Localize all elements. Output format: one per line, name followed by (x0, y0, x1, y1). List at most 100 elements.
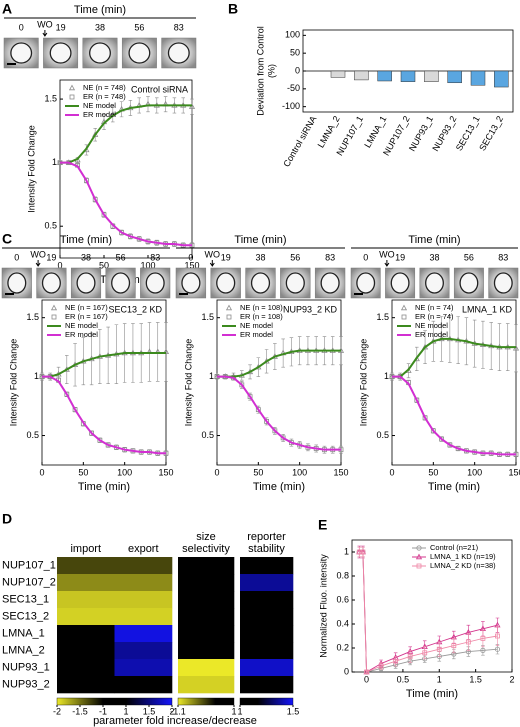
y-tick-label: 1 (52, 157, 57, 167)
nucleus-outline (216, 272, 236, 294)
colorbar (239, 697, 294, 706)
x-tick-label: 100 (292, 467, 307, 477)
legend-label: NE (n = 108) (240, 303, 283, 312)
y-tick-label: 0.5 (201, 430, 214, 440)
heatmap-cell (178, 557, 235, 575)
data-point (480, 636, 486, 641)
washout-arrow (209, 260, 215, 267)
y-axis-label: Normalized Fluo. intensity (318, 554, 328, 658)
x-axis-label: Time (min) (406, 688, 458, 700)
heatmap-cell (240, 676, 294, 694)
legend-label: ER (n = 167) (65, 312, 108, 321)
heatmap-cell (114, 608, 173, 626)
colorbar-tick-label: -1 (99, 706, 107, 716)
heatmap-cell (240, 591, 294, 609)
legend-label: LMNA_2 KD (n=38) (430, 561, 496, 570)
strip-time-label: 0 (14, 252, 19, 262)
plot-frame (41, 299, 167, 466)
heatmap-cell (178, 659, 235, 677)
series-line (42, 375, 166, 455)
nucleus-outline (250, 272, 271, 294)
x-tick-label: 100 (117, 467, 132, 477)
data-point (436, 646, 442, 652)
legend-label: NE model (83, 101, 116, 110)
x-axis-label: Time (min) (78, 481, 130, 493)
error-bar (119, 101, 124, 118)
heatmap-cell (114, 642, 173, 660)
column-header: import (70, 543, 101, 555)
error-bar (361, 546, 365, 558)
y-tick-label: 0.6 (336, 594, 349, 604)
x-tick-label: 100 (140, 260, 155, 270)
strip-time-label: 83 (174, 22, 184, 32)
data-point (495, 633, 500, 639)
y-axis-label: (%) (266, 64, 276, 78)
y-tick-label: -50 (287, 83, 300, 93)
data-point (272, 428, 278, 434)
strip-time-label: 19 (395, 252, 405, 262)
data-point (494, 646, 501, 652)
nucleus-outline (7, 272, 27, 294)
colorbar (177, 697, 235, 706)
strip-title: Time (min) (234, 234, 286, 246)
colorbar-tick-label: 1.5 (143, 706, 156, 716)
colorbar-tick-label: 1 (123, 706, 128, 716)
heatmap-cell (240, 608, 294, 626)
legend-label: NE (n = 74) (415, 303, 454, 312)
row-label: SEC13_2 (2, 610, 49, 622)
heatmap-cell (57, 574, 115, 592)
annotation: NUP93_2 KD (283, 304, 338, 314)
bar (447, 70, 462, 84)
y-tick-label: 1.5 (376, 312, 389, 322)
error-bar (164, 322, 168, 382)
nucleus-outline (390, 272, 410, 294)
data-point (89, 430, 94, 436)
strip-time-label: 19 (46, 252, 56, 262)
legend-symbol (415, 553, 423, 560)
legend-label: ER (n = 748) (83, 92, 126, 101)
legend-symbol (226, 314, 232, 320)
colorbar-tick-label: 1.5 (287, 706, 300, 716)
legend-label: LMNA_1 KD (n=19) (430, 552, 496, 561)
nucleus-outline (167, 42, 190, 64)
error-bar (379, 662, 383, 670)
washout-label: WO (379, 249, 395, 259)
annotation: LMNA_1 KD (462, 304, 513, 314)
nucleus-outline (41, 272, 61, 294)
bar (470, 70, 486, 86)
x-tick-label: 0 (57, 260, 62, 270)
x-tick-label: SEC13_2 (477, 114, 505, 152)
strip-time-label: 38 (95, 22, 105, 32)
colorbar-tick-label: -2 (53, 706, 61, 716)
heatmap-cell (57, 676, 115, 694)
panel-letter: A (2, 1, 12, 17)
row-label: SEC13_1 (2, 593, 49, 605)
y-axis-label: Deviation from Control (255, 26, 265, 116)
data-point (407, 654, 413, 659)
x-tick-label: LMNA_1 (362, 114, 388, 149)
y-tick-label: 0 (295, 65, 300, 75)
strip-time-label: 38 (81, 252, 91, 262)
heatmap-cell (57, 625, 115, 643)
series-line (392, 337, 516, 378)
nucleus-outline (356, 272, 376, 294)
y-tick-label: 1 (344, 546, 349, 556)
y-tick-label: 1 (209, 371, 214, 381)
data-point (439, 436, 445, 442)
series-line (359, 551, 498, 673)
heatmap-cell (240, 642, 294, 660)
x-tick-label: 150 (508, 467, 520, 477)
nucleus-outline (285, 272, 305, 294)
annotation: Control siRNA (131, 84, 188, 94)
data-point (264, 418, 270, 424)
legend-symbol (51, 314, 57, 320)
x-tick-label: 50 (428, 467, 438, 477)
x-tick-label: 50 (253, 467, 263, 477)
heatmap-cell (240, 574, 294, 592)
error-bar (466, 633, 471, 651)
x-tick-label: 1 (437, 674, 442, 684)
error-bar (190, 98, 194, 115)
bar (330, 70, 346, 78)
x-tick-label: Control siRNA (281, 114, 318, 168)
legend-symbol (416, 545, 422, 551)
